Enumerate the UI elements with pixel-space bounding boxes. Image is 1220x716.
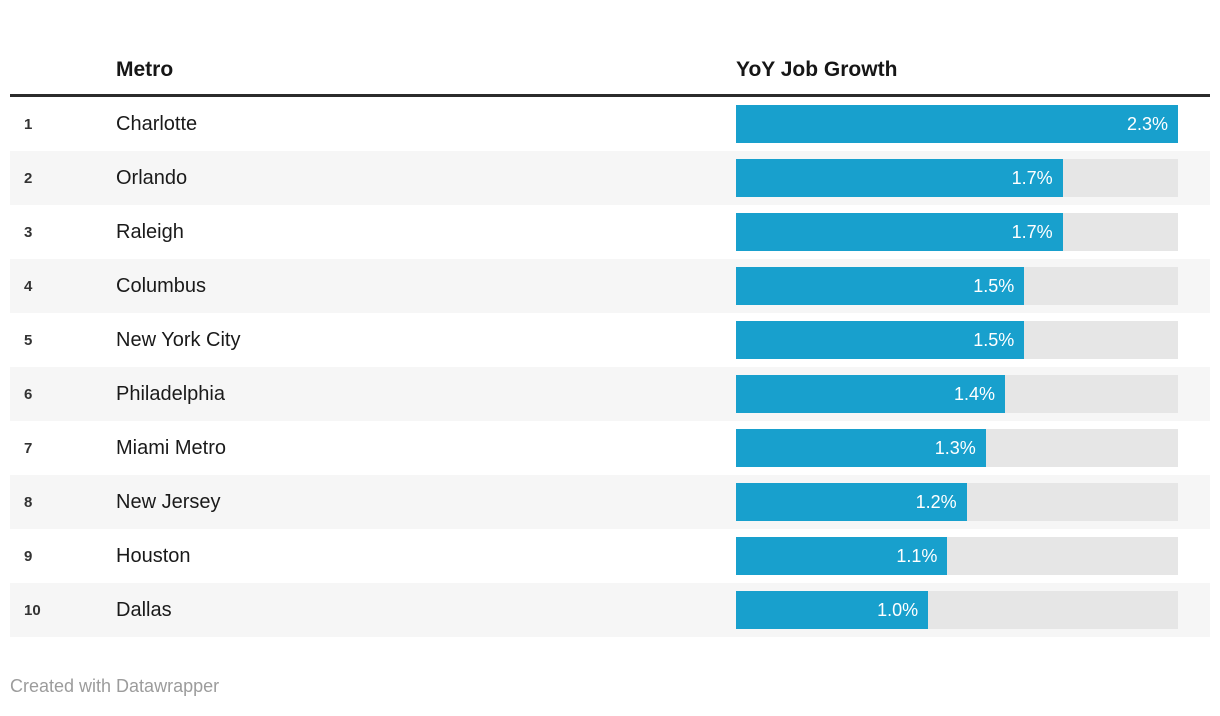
table-row: 8 New Jersey 1.2%	[10, 475, 1210, 529]
bar-value-label: 1.5%	[973, 275, 1015, 296]
table-body: 1 Charlotte 2.3% 2 Orlando 1.7%	[10, 97, 1210, 637]
bar-fill: 2.3%	[736, 105, 1178, 143]
metro-cell: Raleigh	[116, 220, 184, 243]
bar-value-label: 2.3%	[1126, 113, 1168, 134]
bar-fill: 1.0%	[736, 591, 929, 629]
bar-fill: 1.1%	[736, 537, 948, 575]
rank-cell: 3	[24, 223, 33, 241]
bar-track: 1.3%	[736, 429, 1178, 467]
bar-value-label: 1.4%	[954, 383, 996, 404]
table-row: 5 New York City 1.5%	[10, 313, 1210, 367]
table-row: 7 Miami Metro 1.3%	[10, 421, 1210, 475]
bar-track: 1.7%	[736, 159, 1178, 197]
bar-cell: 1.3%	[736, 429, 1210, 467]
bar-value-label: 1.0%	[877, 599, 919, 620]
table-row: 9 Houston 1.1%	[10, 529, 1210, 583]
bar-cell: 1.5%	[736, 267, 1210, 305]
rank-cell: 4	[24, 277, 33, 295]
bar-value-label: 1.7%	[1011, 221, 1053, 242]
bar-track: 1.4%	[736, 375, 1178, 413]
bar-track: 1.5%	[736, 321, 1178, 359]
bar-value-label: 1.5%	[973, 329, 1015, 350]
bar-cell: 1.4%	[736, 375, 1210, 413]
bar-value-label: 1.2%	[915, 491, 957, 512]
table-row: 10 Dallas 1.0%	[10, 583, 1210, 637]
bar-track: 1.1%	[736, 537, 1178, 575]
bar-value-label: 1.1%	[896, 545, 938, 566]
bar-fill: 1.7%	[736, 159, 1063, 197]
metro-cell: Houston	[116, 544, 191, 567]
bar-fill: 1.5%	[736, 321, 1025, 359]
bar-track: 1.7%	[736, 213, 1178, 251]
table-row: 6 Philadelphia 1.4%	[10, 367, 1210, 421]
bar-fill: 1.2%	[736, 483, 967, 521]
table-header-row: Metro YoY Job Growth	[10, 0, 1210, 97]
bar-fill: 1.3%	[736, 429, 986, 467]
bar-cell: 1.5%	[736, 321, 1210, 359]
table-row: 1 Charlotte 2.3%	[10, 97, 1210, 151]
bar-value-label: 1.7%	[1011, 167, 1053, 188]
metro-column-header: Metro	[116, 57, 174, 81]
bar-track: 2.3%	[736, 105, 1178, 143]
growth-column-header: YoY Job Growth	[736, 57, 898, 81]
bar-cell: 1.7%	[736, 213, 1210, 251]
bar-track: 1.5%	[736, 267, 1178, 305]
metro-cell: New Jersey	[116, 490, 221, 513]
rank-cell: 8	[24, 493, 33, 511]
bar-value-label: 1.3%	[934, 437, 976, 458]
rank-cell: 2	[24, 169, 33, 187]
rank-cell: 1	[24, 115, 33, 133]
metro-cell: New York City	[116, 328, 241, 351]
rank-cell: 7	[24, 439, 33, 457]
bar-cell: 1.1%	[736, 537, 1210, 575]
bar-cell: 1.2%	[736, 483, 1210, 521]
bar-track: 1.0%	[736, 591, 1178, 629]
rank-cell: 5	[24, 331, 33, 349]
bar-fill: 1.4%	[736, 375, 1006, 413]
rank-cell: 6	[24, 385, 33, 403]
metro-cell: Columbus	[116, 274, 207, 297]
rank-cell: 9	[24, 547, 33, 565]
bar-cell: 2.3%	[736, 105, 1210, 143]
metro-cell: Philadelphia	[116, 382, 225, 405]
metro-cell: Miami Metro	[116, 436, 227, 459]
rank-cell: 10	[24, 601, 41, 619]
bar-fill: 1.5%	[736, 267, 1025, 305]
metro-cell: Dallas	[116, 598, 172, 621]
bar-cell: 1.0%	[736, 591, 1210, 629]
datawrapper-credit: Created with Datawrapper	[10, 676, 220, 696]
table-row: 4 Columbus 1.5%	[10, 259, 1210, 313]
bar-fill: 1.7%	[736, 213, 1063, 251]
metro-cell: Charlotte	[116, 112, 198, 135]
table-row: 3 Raleigh 1.7%	[10, 205, 1210, 259]
table-row: 2 Orlando 1.7%	[10, 151, 1210, 205]
bar-track: 1.2%	[736, 483, 1178, 521]
bar-cell: 1.7%	[736, 159, 1210, 197]
metro-cell: Orlando	[116, 166, 188, 189]
